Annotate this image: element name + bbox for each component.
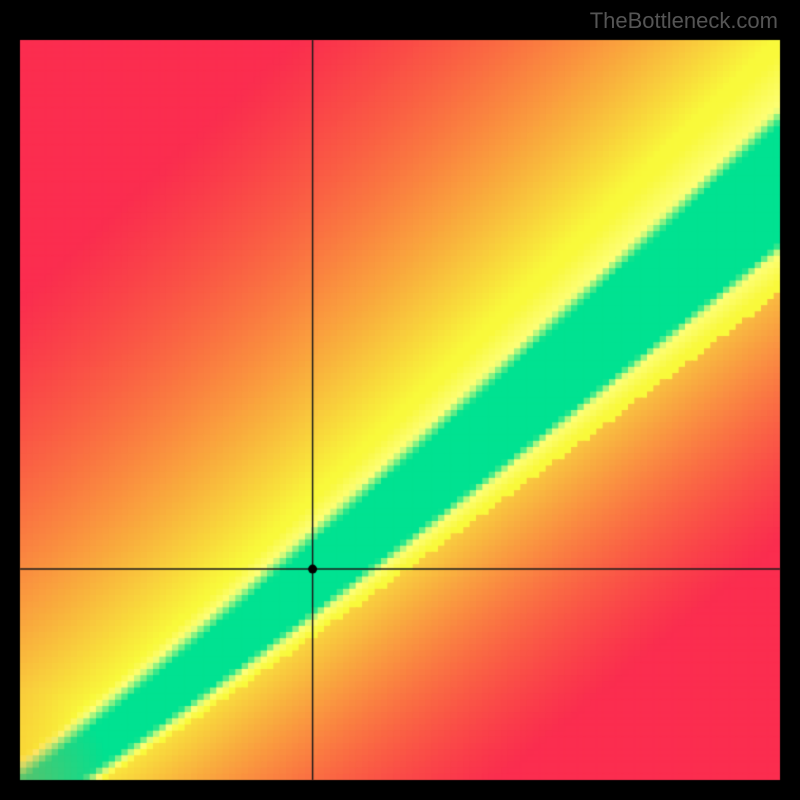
- overlay-canvas: [0, 0, 800, 800]
- chart-container: { "watermark": "TheBottleneck.com", "can…: [0, 0, 800, 800]
- watermark-text: TheBottleneck.com: [590, 8, 778, 34]
